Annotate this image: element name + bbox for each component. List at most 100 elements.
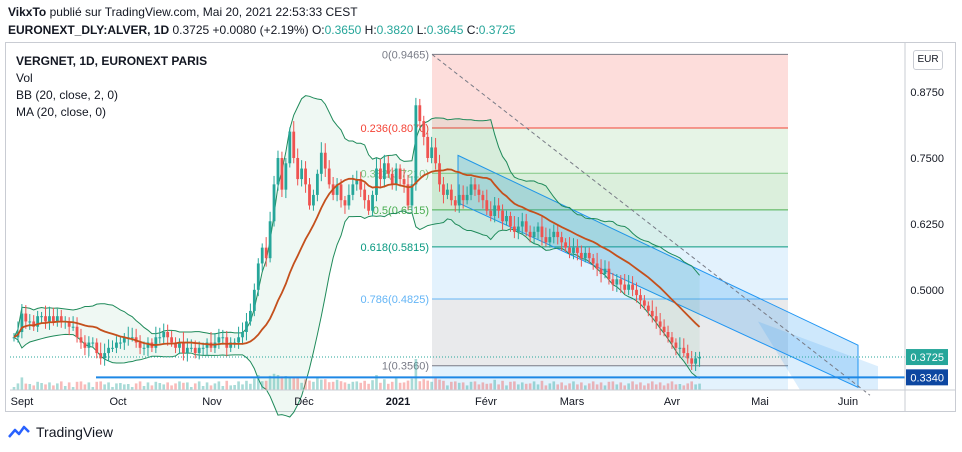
- volume-bar: [48, 382, 51, 390]
- low-value: 0.3645: [426, 23, 464, 37]
- volume-bar: [654, 384, 658, 390]
- candle-body: [560, 237, 564, 243]
- volume-bar: [272, 373, 276, 390]
- volume-bar: [477, 384, 481, 390]
- candle-body: [686, 353, 690, 359]
- candle-body: [548, 237, 552, 243]
- candle-body: [564, 242, 567, 248]
- fib-level-label: 0.786(0.4825): [361, 294, 430, 306]
- candle-body: [694, 358, 698, 364]
- volume-bar: [24, 383, 28, 390]
- volume-bar: [698, 383, 701, 390]
- fib-level-label: 0(0.9465): [382, 49, 429, 61]
- volume-bar: [162, 384, 166, 390]
- candle-body: [674, 342, 678, 348]
- volume-bar: [166, 382, 169, 390]
- volume-bar: [560, 382, 563, 390]
- candle-body: [44, 316, 47, 322]
- x-tick-label: Mars: [560, 396, 585, 408]
- close-label: C:: [466, 23, 479, 37]
- candle-body: [221, 337, 225, 339]
- candle-body: [516, 226, 520, 232]
- volume-bar: [517, 384, 520, 390]
- brand-name: TradingView: [36, 424, 114, 440]
- volume-bar: [453, 381, 457, 390]
- candle-body: [422, 121, 426, 137]
- candle-body: [71, 326, 75, 328]
- volume-bar: [107, 382, 110, 390]
- candle-body: [666, 332, 670, 338]
- tradingview-logo-icon: [8, 425, 30, 438]
- publish-text: publié sur TradingView.com, Mai 20, 2021…: [49, 5, 358, 19]
- volume-bar: [32, 385, 35, 390]
- volume-bar: [320, 379, 323, 390]
- volume-bar: [591, 381, 595, 390]
- candle-body: [237, 337, 240, 343]
- candle-body: [627, 284, 631, 290]
- candle-body: [473, 184, 477, 190]
- candle-body: [323, 152, 327, 169]
- candle-body: [595, 263, 599, 269]
- footer-brand: TradingView: [8, 424, 113, 440]
- candle-body: [154, 337, 158, 348]
- x-tick-label: Juin: [838, 396, 858, 408]
- volume-bar: [304, 379, 307, 390]
- volume-bar: [355, 381, 359, 390]
- candle-body: [315, 173, 319, 195]
- candle-body: [505, 216, 508, 222]
- candle-body: [481, 194, 485, 201]
- candle-body: [469, 184, 473, 195]
- y-tick-label: 0.8750: [910, 87, 944, 99]
- currency-button[interactable]: EUR: [913, 50, 943, 70]
- volume-bar: [686, 383, 690, 390]
- candle-body: [59, 316, 63, 322]
- y-tick-label: 0.7500: [910, 153, 944, 165]
- volume-bar: [91, 387, 95, 390]
- candle-body: [292, 131, 296, 158]
- volume-bar: [450, 381, 453, 390]
- volume-bar: [280, 376, 284, 390]
- candle-body: [552, 231, 556, 238]
- legend-ma: MA (20, close, 0): [16, 105, 107, 119]
- volume-bar: [375, 375, 378, 390]
- candle-body: [442, 184, 445, 195]
- candle-body: [375, 168, 378, 195]
- candle-body: [615, 279, 619, 285]
- candle-body: [682, 347, 686, 354]
- volume-bar: [556, 384, 560, 390]
- candle-body: [142, 347, 146, 349]
- author-name: VikxTo: [8, 5, 47, 19]
- volume-bar: [390, 381, 394, 390]
- volume-bar: [241, 384, 244, 390]
- x-tick-label: Sept: [11, 396, 34, 408]
- volume-bar: [126, 384, 130, 390]
- candle-body: [363, 189, 367, 201]
- volume-bar: [327, 382, 331, 390]
- volume-bar: [576, 384, 579, 390]
- volume-bar: [485, 383, 489, 390]
- volume-bar: [599, 382, 603, 390]
- volume-bar: [615, 384, 619, 390]
- candle-body: [170, 337, 173, 343]
- fib-level-label: 0.236(0.8070): [361, 123, 430, 135]
- volume-bar: [197, 381, 201, 390]
- candle-body: [576, 247, 579, 253]
- volume-bar: [40, 383, 43, 390]
- trend-channel-extension: [758, 321, 878, 390]
- volume-bar: [509, 381, 512, 390]
- candle-body: [658, 321, 662, 327]
- candle-body: [654, 316, 658, 322]
- volume-bar: [603, 385, 607, 390]
- candle-body: [398, 168, 402, 180]
- volume-bar: [130, 387, 134, 390]
- candle-body: [591, 258, 595, 264]
- volume-bar: [469, 381, 473, 390]
- volume-bar: [201, 386, 205, 390]
- candle-body: [335, 184, 339, 195]
- volume-bar: [627, 383, 630, 390]
- candle-body: [205, 342, 209, 348]
- candle-body: [201, 347, 205, 349]
- x-tick-label: Avr: [664, 396, 681, 408]
- candle-body: [339, 184, 343, 201]
